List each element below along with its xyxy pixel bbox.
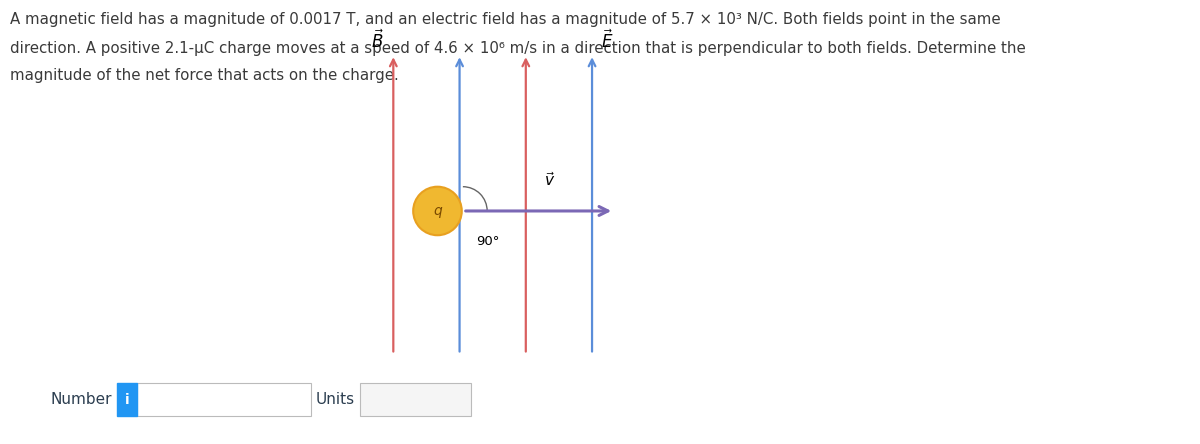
Text: q: q xyxy=(433,204,442,218)
Text: $\vec{B}$: $\vec{B}$ xyxy=(371,30,384,52)
Text: magnitude of the net force that acts on the charge.: magnitude of the net force that acts on … xyxy=(11,68,398,83)
Ellipse shape xyxy=(413,187,462,235)
Text: 90°: 90° xyxy=(476,235,499,248)
Text: $\vec{v}$: $\vec{v}$ xyxy=(544,171,556,189)
FancyBboxPatch shape xyxy=(360,383,470,416)
FancyBboxPatch shape xyxy=(137,383,311,416)
Text: Units: Units xyxy=(316,392,355,407)
FancyBboxPatch shape xyxy=(118,383,137,416)
Text: ∨: ∨ xyxy=(456,395,464,404)
Text: Number: Number xyxy=(50,392,112,407)
Text: A magnetic field has a magnitude of 0.0017 T, and an electric field has a magnit: A magnetic field has a magnitude of 0.00… xyxy=(11,12,1001,28)
Text: direction. A positive 2.1-μC charge moves at a speed of 4.6 × 10⁶ m/s in a direc: direction. A positive 2.1-μC charge move… xyxy=(11,41,1026,56)
Text: i: i xyxy=(125,392,130,407)
Text: $\vec{E}$: $\vec{E}$ xyxy=(601,30,613,52)
